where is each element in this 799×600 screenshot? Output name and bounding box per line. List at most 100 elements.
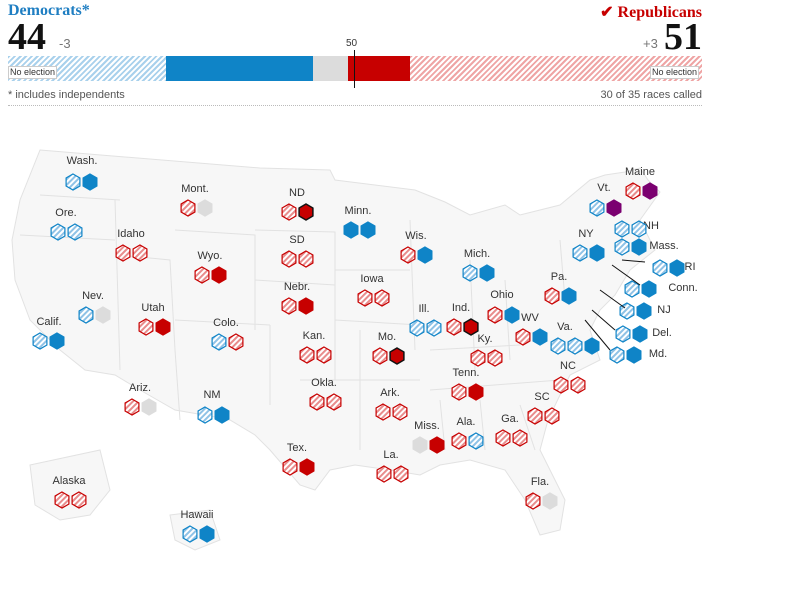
state-vt[interactable]: Vt. xyxy=(589,182,622,217)
seat-hex-dem-hatch[interactable] xyxy=(32,332,48,350)
seat-hex-dem-hatch[interactable] xyxy=(652,259,668,277)
seat-hex-dem[interactable] xyxy=(417,246,433,264)
seat-hex-dem-hatch[interactable] xyxy=(631,220,647,238)
state-ri[interactable]: RI xyxy=(652,259,696,277)
seat-hex-rep-hatch[interactable] xyxy=(393,465,409,483)
state-ga[interactable]: Ga. xyxy=(495,413,528,447)
state-colo[interactable]: Colo. xyxy=(211,317,244,351)
seat-hex-undecided[interactable] xyxy=(95,306,111,324)
state-sd[interactable]: SD xyxy=(281,234,314,268)
seat-hex-dem[interactable] xyxy=(343,221,359,239)
seat-hex-dem-hatch[interactable] xyxy=(426,319,442,337)
seat-hex-rep-hatch[interactable] xyxy=(544,287,560,305)
seat-hex-rep-hatch[interactable] xyxy=(392,403,408,421)
seat-hex-dem-hatch[interactable] xyxy=(567,337,583,355)
seat-hex-rep-hatch[interactable] xyxy=(400,246,416,264)
seat-hex-rep-hatch[interactable] xyxy=(326,393,342,411)
state-la[interactable]: La. xyxy=(376,449,409,483)
seat-hex-dem-hatch[interactable] xyxy=(67,223,83,241)
seat-hex-rep-hatch[interactable] xyxy=(487,306,503,324)
seat-hex-rep-hatch[interactable] xyxy=(625,182,641,200)
seat-hex-rep-hatch[interactable] xyxy=(309,393,325,411)
state-mont[interactable]: Mont. xyxy=(180,183,213,217)
seat-hex-rep-hatch[interactable] xyxy=(470,349,486,367)
seat-hex-dem-hatch[interactable] xyxy=(409,319,425,337)
seat-hex-rep-hatch[interactable] xyxy=(495,429,511,447)
state-nh[interactable]: NH xyxy=(614,220,659,238)
state-wash[interactable]: Wash. xyxy=(65,155,98,191)
seat-hex-dem-hatch[interactable] xyxy=(468,432,484,450)
seat-hex-dem[interactable] xyxy=(626,346,642,364)
seat-hex-dem[interactable] xyxy=(214,406,230,424)
seat-hex-rep-hatch[interactable] xyxy=(316,346,332,364)
state-wyo[interactable]: Wyo. xyxy=(194,250,227,284)
seat-hex-rep-hatch[interactable] xyxy=(138,318,154,336)
seat-hex-rep-hatch[interactable] xyxy=(281,297,297,315)
seat-hex-rep-hatch[interactable] xyxy=(281,203,297,221)
seat-hex-rep-hatch[interactable] xyxy=(132,244,148,262)
seat-hex-dem-hatch[interactable] xyxy=(615,325,631,343)
seat-hex-rep-hatch[interactable] xyxy=(451,383,467,401)
seat-hex-undecided[interactable] xyxy=(412,436,428,454)
seat-hex-rep-hatch[interactable] xyxy=(299,346,315,364)
seat-hex-dem[interactable] xyxy=(641,280,657,298)
state-ariz[interactable]: Ariz. xyxy=(124,382,157,416)
seat-hex-rep-hatch[interactable] xyxy=(282,458,298,476)
state-conn[interactable]: Conn. xyxy=(624,280,698,298)
seat-hex-rep[interactable] xyxy=(211,266,227,284)
seat-hex-rep-hatch[interactable] xyxy=(228,333,244,351)
seat-hex-dem[interactable] xyxy=(49,332,65,350)
state-wis[interactable]: Wis. xyxy=(400,230,433,264)
seat-hex-rep-hatch[interactable] xyxy=(372,347,388,365)
state-ill[interactable]: Ill. xyxy=(409,303,442,337)
seat-hex-rep-hatch[interactable] xyxy=(357,289,373,307)
state-nebr[interactable]: Nebr. xyxy=(281,281,314,315)
state-hawaii[interactable]: Hawaii xyxy=(180,509,215,543)
seat-hex-dem-hatch[interactable] xyxy=(78,306,94,324)
state-ny[interactable]: NY xyxy=(572,228,605,262)
seat-hex-rep-gain[interactable] xyxy=(389,347,405,365)
seat-hex-rep-hatch[interactable] xyxy=(570,376,586,394)
seat-hex-undecided[interactable] xyxy=(141,398,157,416)
state-ind[interactable]: Ind. xyxy=(446,302,479,336)
seat-hex-rep-hatch[interactable] xyxy=(515,328,531,346)
seat-hex-dem[interactable] xyxy=(631,238,647,256)
state-fla[interactable]: Fla. xyxy=(525,476,558,510)
seat-hex-dem-hatch[interactable] xyxy=(624,280,640,298)
seat-hex-dem-hatch[interactable] xyxy=(550,337,566,355)
state-ore[interactable]: Ore. xyxy=(50,207,83,241)
seat-hex-dem[interactable] xyxy=(636,302,652,320)
seat-hex-dem-hatch[interactable] xyxy=(614,238,630,256)
seat-hex-dem-hatch[interactable] xyxy=(589,199,605,217)
seat-hex-rep-gain[interactable] xyxy=(463,318,479,336)
state-idaho[interactable]: Idaho xyxy=(115,228,148,262)
seat-hex-rep-hatch[interactable] xyxy=(527,407,543,425)
seat-hex-rep-hatch[interactable] xyxy=(525,492,541,510)
state-ohio[interactable]: Ohio xyxy=(487,289,520,324)
state-miss[interactable]: Miss. xyxy=(412,420,445,454)
state-maine[interactable]: Maine xyxy=(625,166,658,200)
state-ala[interactable]: Ala. xyxy=(451,416,484,450)
seat-hex-rep-hatch[interactable] xyxy=(512,429,528,447)
state-md[interactable]: Md. xyxy=(609,346,667,364)
seat-hex-rep[interactable] xyxy=(298,297,314,315)
state-mo[interactable]: Mo. xyxy=(372,331,405,365)
state-okla[interactable]: Okla. xyxy=(309,377,342,411)
seat-hex-dem-hatch[interactable] xyxy=(614,220,630,238)
state-ky[interactable]: Ky. xyxy=(470,333,503,367)
seat-hex-dem-hatch[interactable] xyxy=(609,346,625,364)
seat-hex-dem[interactable] xyxy=(479,264,495,282)
seat-hex-rep-hatch[interactable] xyxy=(124,398,140,416)
state-ark[interactable]: Ark. xyxy=(375,387,408,421)
seat-hex-dem[interactable] xyxy=(589,244,605,262)
seat-hex-dem[interactable] xyxy=(561,287,577,305)
state-del[interactable]: Del. xyxy=(615,325,672,343)
state-va[interactable]: Va. xyxy=(550,321,600,355)
seat-hex-rep-hatch[interactable] xyxy=(281,250,297,268)
seat-hex-dem[interactable] xyxy=(669,259,685,277)
seat-hex-dem-hatch[interactable] xyxy=(50,223,66,241)
seat-hex-dem-hatch[interactable] xyxy=(182,525,198,543)
seat-hex-rep-hatch[interactable] xyxy=(375,403,391,421)
seat-hex-rep-hatch[interactable] xyxy=(298,250,314,268)
state-mich[interactable]: Mich. xyxy=(462,248,495,282)
